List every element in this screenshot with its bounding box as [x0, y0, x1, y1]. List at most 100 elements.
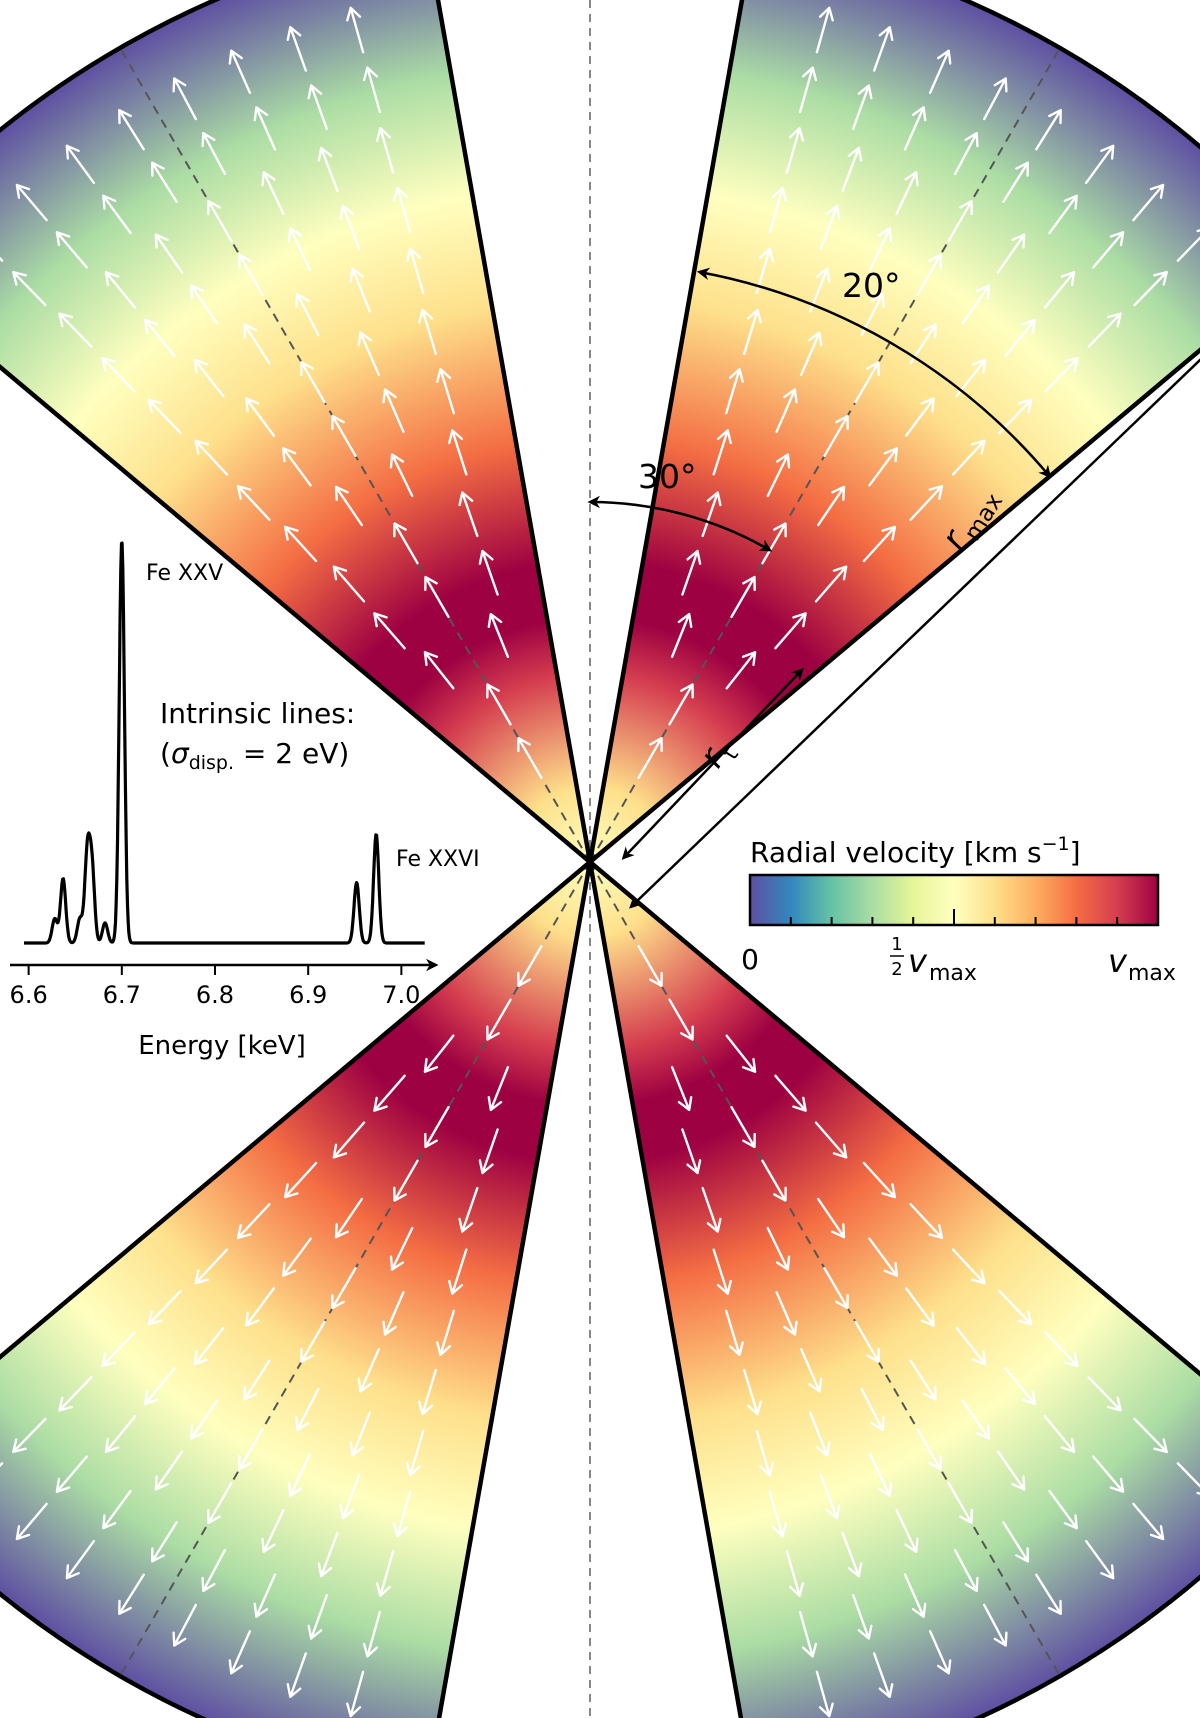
velocity-arrow	[1035, 1573, 1062, 1615]
velocity-arrow	[102, 1489, 132, 1530]
velocity-arrow	[373, 612, 406, 650]
velocity-arrow	[458, 491, 479, 538]
velocity-arrow	[58, 1376, 93, 1412]
velocity-arrow	[983, 77, 1008, 121]
velocity-arrow	[800, 1348, 823, 1393]
velocity-arrow	[300, 361, 326, 404]
velocity-arrow	[282, 447, 312, 487]
velocity-arrow	[487, 612, 510, 658]
velocity-arrow	[868, 1237, 898, 1277]
velocity-arrow	[193, 358, 225, 398]
velocity-arrow	[873, 26, 894, 72]
half-v: v	[908, 942, 928, 980]
velocity-arrow	[334, 1197, 363, 1239]
velocity-arrow	[339, 1473, 361, 1520]
velocity-arrow	[228, 1630, 252, 1675]
velocity-arrow	[860, 1387, 885, 1432]
velocity-arrow	[194, 439, 229, 476]
velocity-arrow	[144, 318, 176, 357]
velocity-arrow	[393, 522, 419, 565]
inclination-angle-label: 30°	[638, 457, 697, 496]
velocity-arrow	[998, 1289, 1033, 1326]
velocity-arrow	[382, 388, 405, 433]
velocity-arrow	[373, 1074, 406, 1112]
velocity-arrow	[243, 1359, 271, 1401]
velocity-arrow	[817, 1197, 846, 1239]
velocity-arrow	[349, 267, 371, 313]
fexxv-label: Fe XXV	[146, 561, 223, 586]
velocity-arrow	[317, 146, 339, 193]
half-denominator: 2	[891, 959, 902, 980]
velocity-arrow	[852, 1594, 873, 1640]
velocity-arrow	[118, 1573, 145, 1615]
colorbar-tick-max: v max	[1108, 942, 1176, 986]
cone-outline	[587, 859, 1200, 1718]
velocity-arrow	[798, 1610, 818, 1658]
velocity-arrow	[243, 323, 271, 365]
velocity-arrow	[815, 6, 834, 54]
velocity-arrow	[253, 1573, 277, 1618]
velocity-arrow	[909, 1203, 944, 1240]
half-numerator: 1	[891, 934, 902, 955]
velocity-arrow	[253, 106, 277, 151]
velocity-arrow	[189, 1399, 219, 1440]
velocity-arrow	[58, 312, 93, 348]
velocity-arrow	[681, 1128, 702, 1175]
colorbar-tick-half: 1 2 v max	[890, 934, 977, 986]
x-tick-label: 6.9	[289, 981, 327, 1009]
cone-fill	[590, 862, 1200, 1718]
velocity-arrow	[418, 1368, 437, 1416]
velocity-arrow	[104, 271, 137, 309]
velocity-arrow	[953, 1548, 979, 1592]
velocity-arrow	[486, 998, 512, 1041]
velocity-arrow	[286, 1652, 307, 1698]
velocity-arrow	[282, 1237, 312, 1277]
velocity-arrow	[1087, 1376, 1122, 1412]
velocity-arrow	[300, 1320, 326, 1363]
velocity-arrow	[261, 1509, 285, 1553]
velocity-arrow	[768, 186, 788, 234]
velocity-arrow	[207, 200, 233, 243]
velocity-arrow	[486, 683, 512, 726]
velocity-arrow	[151, 1521, 178, 1563]
velocity-arrow	[1092, 1455, 1125, 1493]
velocity-arrow	[895, 1509, 919, 1553]
colorbar-ticks	[749, 909, 1159, 925]
velocity-arrow	[194, 1248, 229, 1285]
velocity-arrow	[1132, 1502, 1165, 1541]
cone-fill	[0, 0, 590, 862]
velocity-arrow	[436, 368, 455, 415]
velocity-arrow	[819, 1473, 841, 1520]
velocity-arrow	[102, 194, 132, 235]
colorbar: Radial velocity [km s−1] 0 1 2 v max v m…	[741, 833, 1176, 986]
velocity-arrow	[392, 1490, 412, 1538]
velocity-arrow	[236, 1203, 271, 1240]
velocity-arrow	[905, 1287, 935, 1327]
velocity-arrow	[852, 84, 873, 130]
velocity-arrow	[774, 1074, 807, 1112]
velocity-arrow	[193, 1326, 225, 1366]
velocity-arrow	[151, 161, 178, 203]
velocity-arrow	[478, 1128, 499, 1175]
spectrum-xlabel: Energy [keV]	[138, 1031, 306, 1061]
velocity-arrow	[154, 1450, 184, 1491]
velocity-arrow	[228, 49, 252, 94]
velocity-arrow	[392, 186, 412, 234]
velocity-arrow	[357, 331, 380, 376]
velocity-arrow	[12, 1417, 47, 1454]
velocity-arrow	[405, 1429, 425, 1477]
velocity-arrow	[725, 1034, 757, 1073]
velocity-arrow	[283, 525, 318, 563]
velocity-arrow	[809, 1411, 831, 1457]
velocity-arrow	[201, 132, 227, 176]
velocity-arrow	[423, 1034, 455, 1073]
velocity-arrow	[55, 231, 88, 269]
velocity-arrow	[903, 106, 927, 151]
velocity-arrow	[1002, 161, 1029, 203]
velocity-arrow	[101, 357, 136, 393]
velocity-arrow	[15, 1502, 48, 1541]
velocity-arrow	[1132, 183, 1165, 222]
velocity-arrow	[286, 26, 307, 72]
velocity-arrow	[339, 204, 361, 251]
